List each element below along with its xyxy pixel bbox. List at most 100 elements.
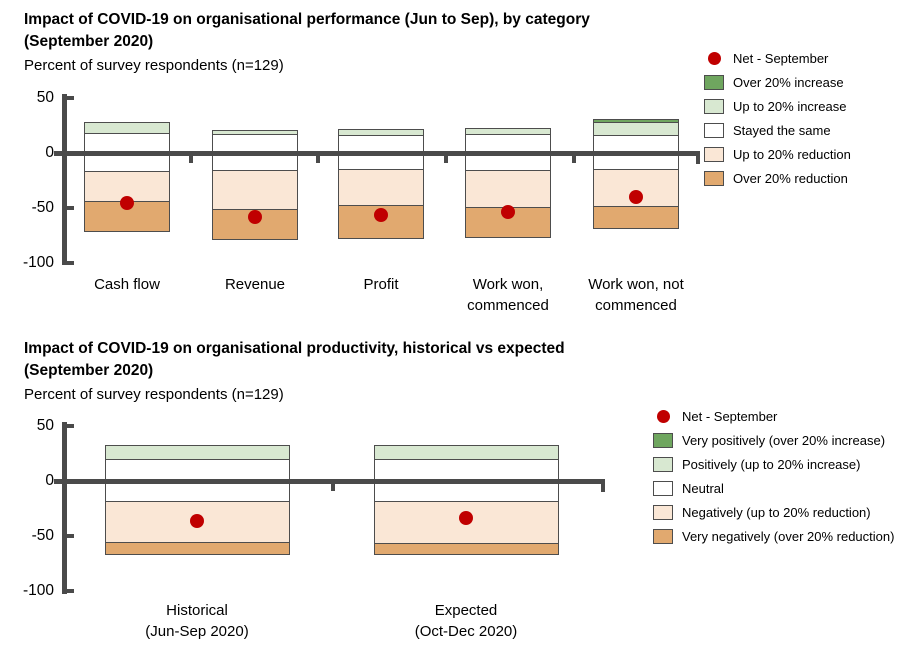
category-separator-tick: [316, 155, 320, 163]
stacked-bar: [373, 444, 559, 555]
performance-chart-legend: Net - September Over 20% increase Up to 20…: [703, 46, 851, 190]
y-tick-label: -100: [22, 254, 54, 271]
bar-segment: [465, 170, 551, 208]
legend-label: Neutral: [682, 480, 724, 496]
y-tick-mark: [67, 206, 74, 210]
net-dot: [459, 511, 473, 526]
net-dot: [248, 209, 262, 224]
bar-segment: [104, 445, 290, 461]
y-tick-label: 0: [45, 472, 54, 489]
x-axis-end-tick: [696, 155, 700, 164]
category-label: Historical (Jun-Sep 2020): [145, 602, 249, 640]
legend-item: Negatively (up to 20% reduction): [652, 500, 894, 524]
y-tick-mark: [67, 261, 74, 265]
legend-swatch: [703, 74, 725, 90]
performance-chart-title: Impact of COVID-19 on organisational per…: [24, 11, 590, 50]
bar-segment: [593, 122, 679, 136]
category-separator-tick: [571, 155, 576, 163]
y-axis: [62, 94, 67, 265]
bar-segment: [84, 122, 170, 135]
net-dot-legend-icon: [703, 51, 725, 65]
bar-segment: [593, 207, 679, 230]
legend-label: Negatively (up to 20% reduction): [682, 504, 871, 520]
legend-item: Up to 20% reduction: [703, 142, 851, 166]
legend-swatch: [652, 528, 674, 544]
bar-segment: [338, 129, 424, 136]
legend-swatch: [703, 98, 725, 114]
legend-label: Up to 20% reduction: [733, 146, 851, 162]
category-label: Profit: [363, 276, 399, 293]
legend-item: Very positively (over 20% increase): [652, 428, 894, 452]
stacked-bar: [84, 122, 170, 233]
y-tick-mark: [54, 478, 62, 484]
legend-swatch: [652, 456, 674, 472]
category-separator-tick: [188, 155, 193, 163]
legend-label: Net - September: [733, 50, 829, 66]
legend-label: Positively (up to 20% increase): [682, 456, 861, 472]
productivity-chart-title: Impact of COVID-19 on organisational pro…: [24, 340, 565, 379]
category-label: Work won, commenced: [467, 276, 549, 314]
category-separator-tick: [331, 483, 335, 491]
y-tick-label: -100: [22, 582, 54, 599]
zero-axis-line: [62, 150, 700, 156]
y-tick-mark: [67, 424, 74, 428]
category-label: Cash flow: [94, 276, 160, 293]
productivity-chart-subtitle: Percent of survey respondents (n=129): [24, 386, 284, 403]
legend-swatch: [652, 480, 674, 496]
legend-label: Over 20% reduction: [733, 170, 848, 186]
legend-item: Very negatively (over 20% reduction): [652, 524, 894, 548]
legend-item: Over 20% reduction: [703, 166, 851, 190]
y-tick-mark: [67, 96, 74, 100]
legend-swatch: [652, 432, 674, 448]
productivity-chart-legend: Net - September Very positively (over 20%…: [652, 404, 894, 548]
legend-item: Net - September: [703, 46, 851, 70]
legend-item: Neutral: [652, 476, 894, 500]
y-tick-label: 0: [45, 144, 54, 161]
legend-label: Over 20% increase: [733, 74, 844, 90]
legend-label: Very positively (over 20% increase): [682, 432, 886, 448]
bar-segment: [104, 542, 290, 555]
net-dot-legend-icon: [652, 409, 674, 423]
legend-item: Up to 20% increase: [703, 94, 851, 118]
bar-segment: [212, 171, 298, 210]
stacked-bar: [212, 130, 298, 241]
legend-swatch: [703, 170, 725, 186]
net-dot: [120, 195, 134, 210]
y-axis: [62, 422, 67, 594]
stacked-bar: [593, 119, 679, 230]
bar-segment: [373, 543, 559, 555]
x-axis-end-tick: [601, 483, 605, 492]
category-label: Work won, not commenced: [588, 276, 684, 314]
legend-swatch: [652, 504, 674, 520]
bar-segment: [212, 130, 298, 135]
y-tick-mark: [67, 534, 74, 538]
legend-item: Stayed the same: [703, 118, 851, 142]
y-tick-label: -50: [31, 199, 54, 216]
y-tick-label: -50: [31, 527, 54, 544]
legend-swatch: [703, 146, 725, 162]
stacked-bar: [338, 129, 424, 240]
bar-segment: [593, 119, 679, 123]
legend-label: Very negatively (over 20% reduction): [682, 528, 895, 544]
y-tick-label: 50: [36, 89, 54, 106]
zero-axis-line: [62, 478, 605, 484]
category-separator-tick: [444, 155, 448, 163]
performance-chart-subtitle: Percent of survey respondents (n=129): [24, 57, 284, 74]
category-label: Expected (Oct-Dec 2020): [414, 602, 518, 640]
stacked-bar: [465, 127, 551, 238]
net-dot: [374, 207, 388, 222]
y-tick-mark: [67, 589, 74, 593]
legend-label: Net - September: [682, 408, 778, 424]
bar-segment: [465, 127, 551, 136]
net-dot: [190, 513, 204, 528]
y-tick-label: 50: [36, 417, 54, 434]
bar-segment: [212, 209, 298, 241]
net-dot: [501, 205, 515, 220]
y-tick-mark: [54, 150, 62, 156]
legend-label: Stayed the same: [733, 122, 831, 138]
stacked-bar: [104, 444, 290, 555]
legend-label: Up to 20% increase: [733, 98, 847, 114]
legend-item: Positively (up to 20% increase): [652, 452, 894, 476]
net-dot: [629, 190, 643, 204]
